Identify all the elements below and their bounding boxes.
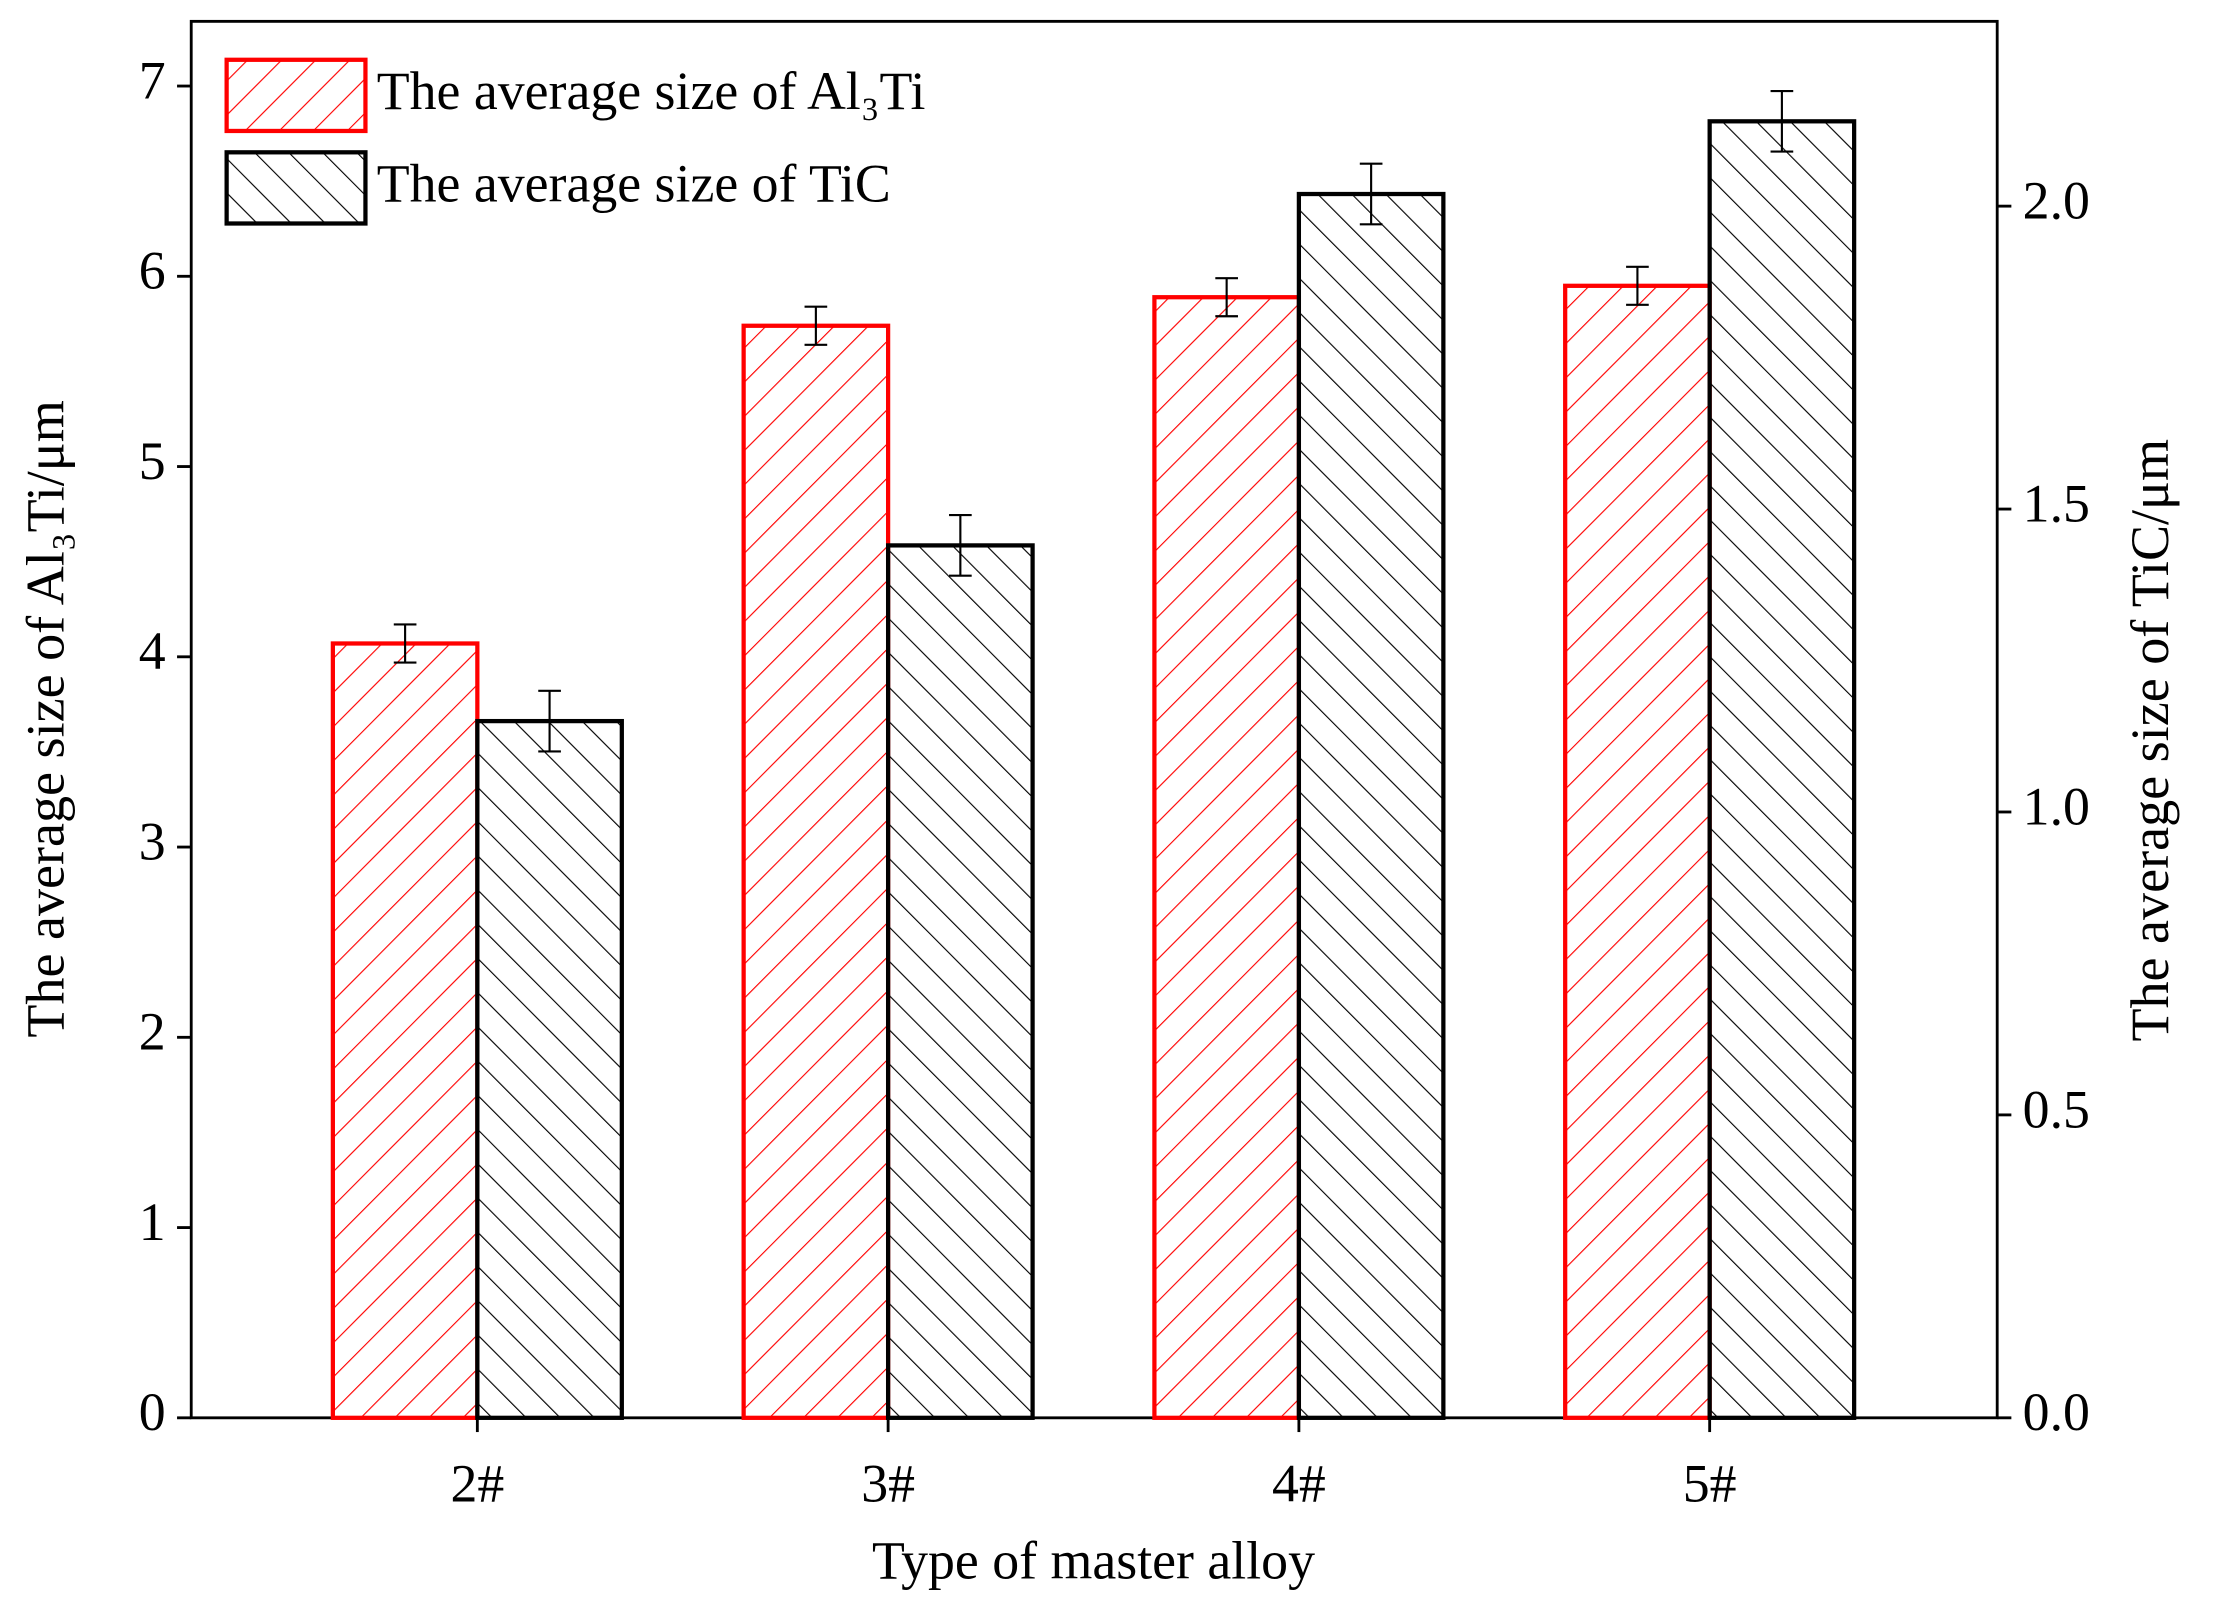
bar bbox=[1563, 283, 1712, 1420]
y-tick-label: 1 bbox=[139, 1192, 166, 1252]
error-bar bbox=[1626, 265, 1649, 306]
y2-tick-label: 1.5 bbox=[2023, 473, 2090, 533]
bar bbox=[1296, 191, 1446, 1420]
y2-tick-label: 0.5 bbox=[2023, 1079, 2090, 1139]
bar bbox=[741, 323, 891, 1420]
error-bar bbox=[949, 514, 972, 577]
y-axis-label: The average size of Al₃Ti/μm bbox=[15, 400, 75, 1038]
bar bbox=[475, 718, 624, 1420]
error-bar bbox=[1359, 162, 1383, 226]
y2-tick-label: 2.0 bbox=[2023, 170, 2090, 230]
y2-axis-label: The average size of TiC/μm bbox=[2120, 439, 2180, 1042]
error-bar bbox=[1770, 89, 1794, 153]
x-tick-label: 3# bbox=[861, 1453, 915, 1513]
legend-swatch bbox=[224, 150, 368, 226]
error-bar bbox=[393, 623, 417, 664]
legend-label: The average size of TiC bbox=[377, 154, 891, 214]
y-tick-label: 0 bbox=[139, 1382, 166, 1442]
y2-tick-label: 1.0 bbox=[2023, 776, 2090, 836]
bar bbox=[1152, 295, 1302, 1420]
y-tick-label: 4 bbox=[139, 621, 166, 681]
legend-label: The average size of Al₃Ti bbox=[377, 61, 926, 121]
error-bar bbox=[538, 689, 561, 753]
y-tick-label: 5 bbox=[139, 431, 166, 491]
y-tick-label: 3 bbox=[139, 811, 166, 871]
bar bbox=[330, 641, 480, 1420]
error-bar bbox=[1215, 277, 1238, 318]
x-tick-label: 4# bbox=[1272, 1453, 1326, 1513]
plot-frame bbox=[189, 19, 1999, 1420]
y-tick-label: 7 bbox=[139, 50, 166, 110]
bar bbox=[885, 543, 1035, 1420]
x-tick-label: 2# bbox=[450, 1453, 504, 1513]
y2-tick-label: 0.0 bbox=[2023, 1382, 2090, 1442]
error-bar bbox=[804, 305, 828, 346]
x-axis-label: Type of master alloy bbox=[872, 1530, 1315, 1590]
legend-swatch bbox=[224, 57, 368, 134]
x-tick-label: 5# bbox=[1683, 1453, 1737, 1513]
y-tick-label: 2 bbox=[139, 1002, 166, 1062]
y-tick-label: 6 bbox=[139, 241, 166, 301]
bar bbox=[1707, 119, 1857, 1420]
